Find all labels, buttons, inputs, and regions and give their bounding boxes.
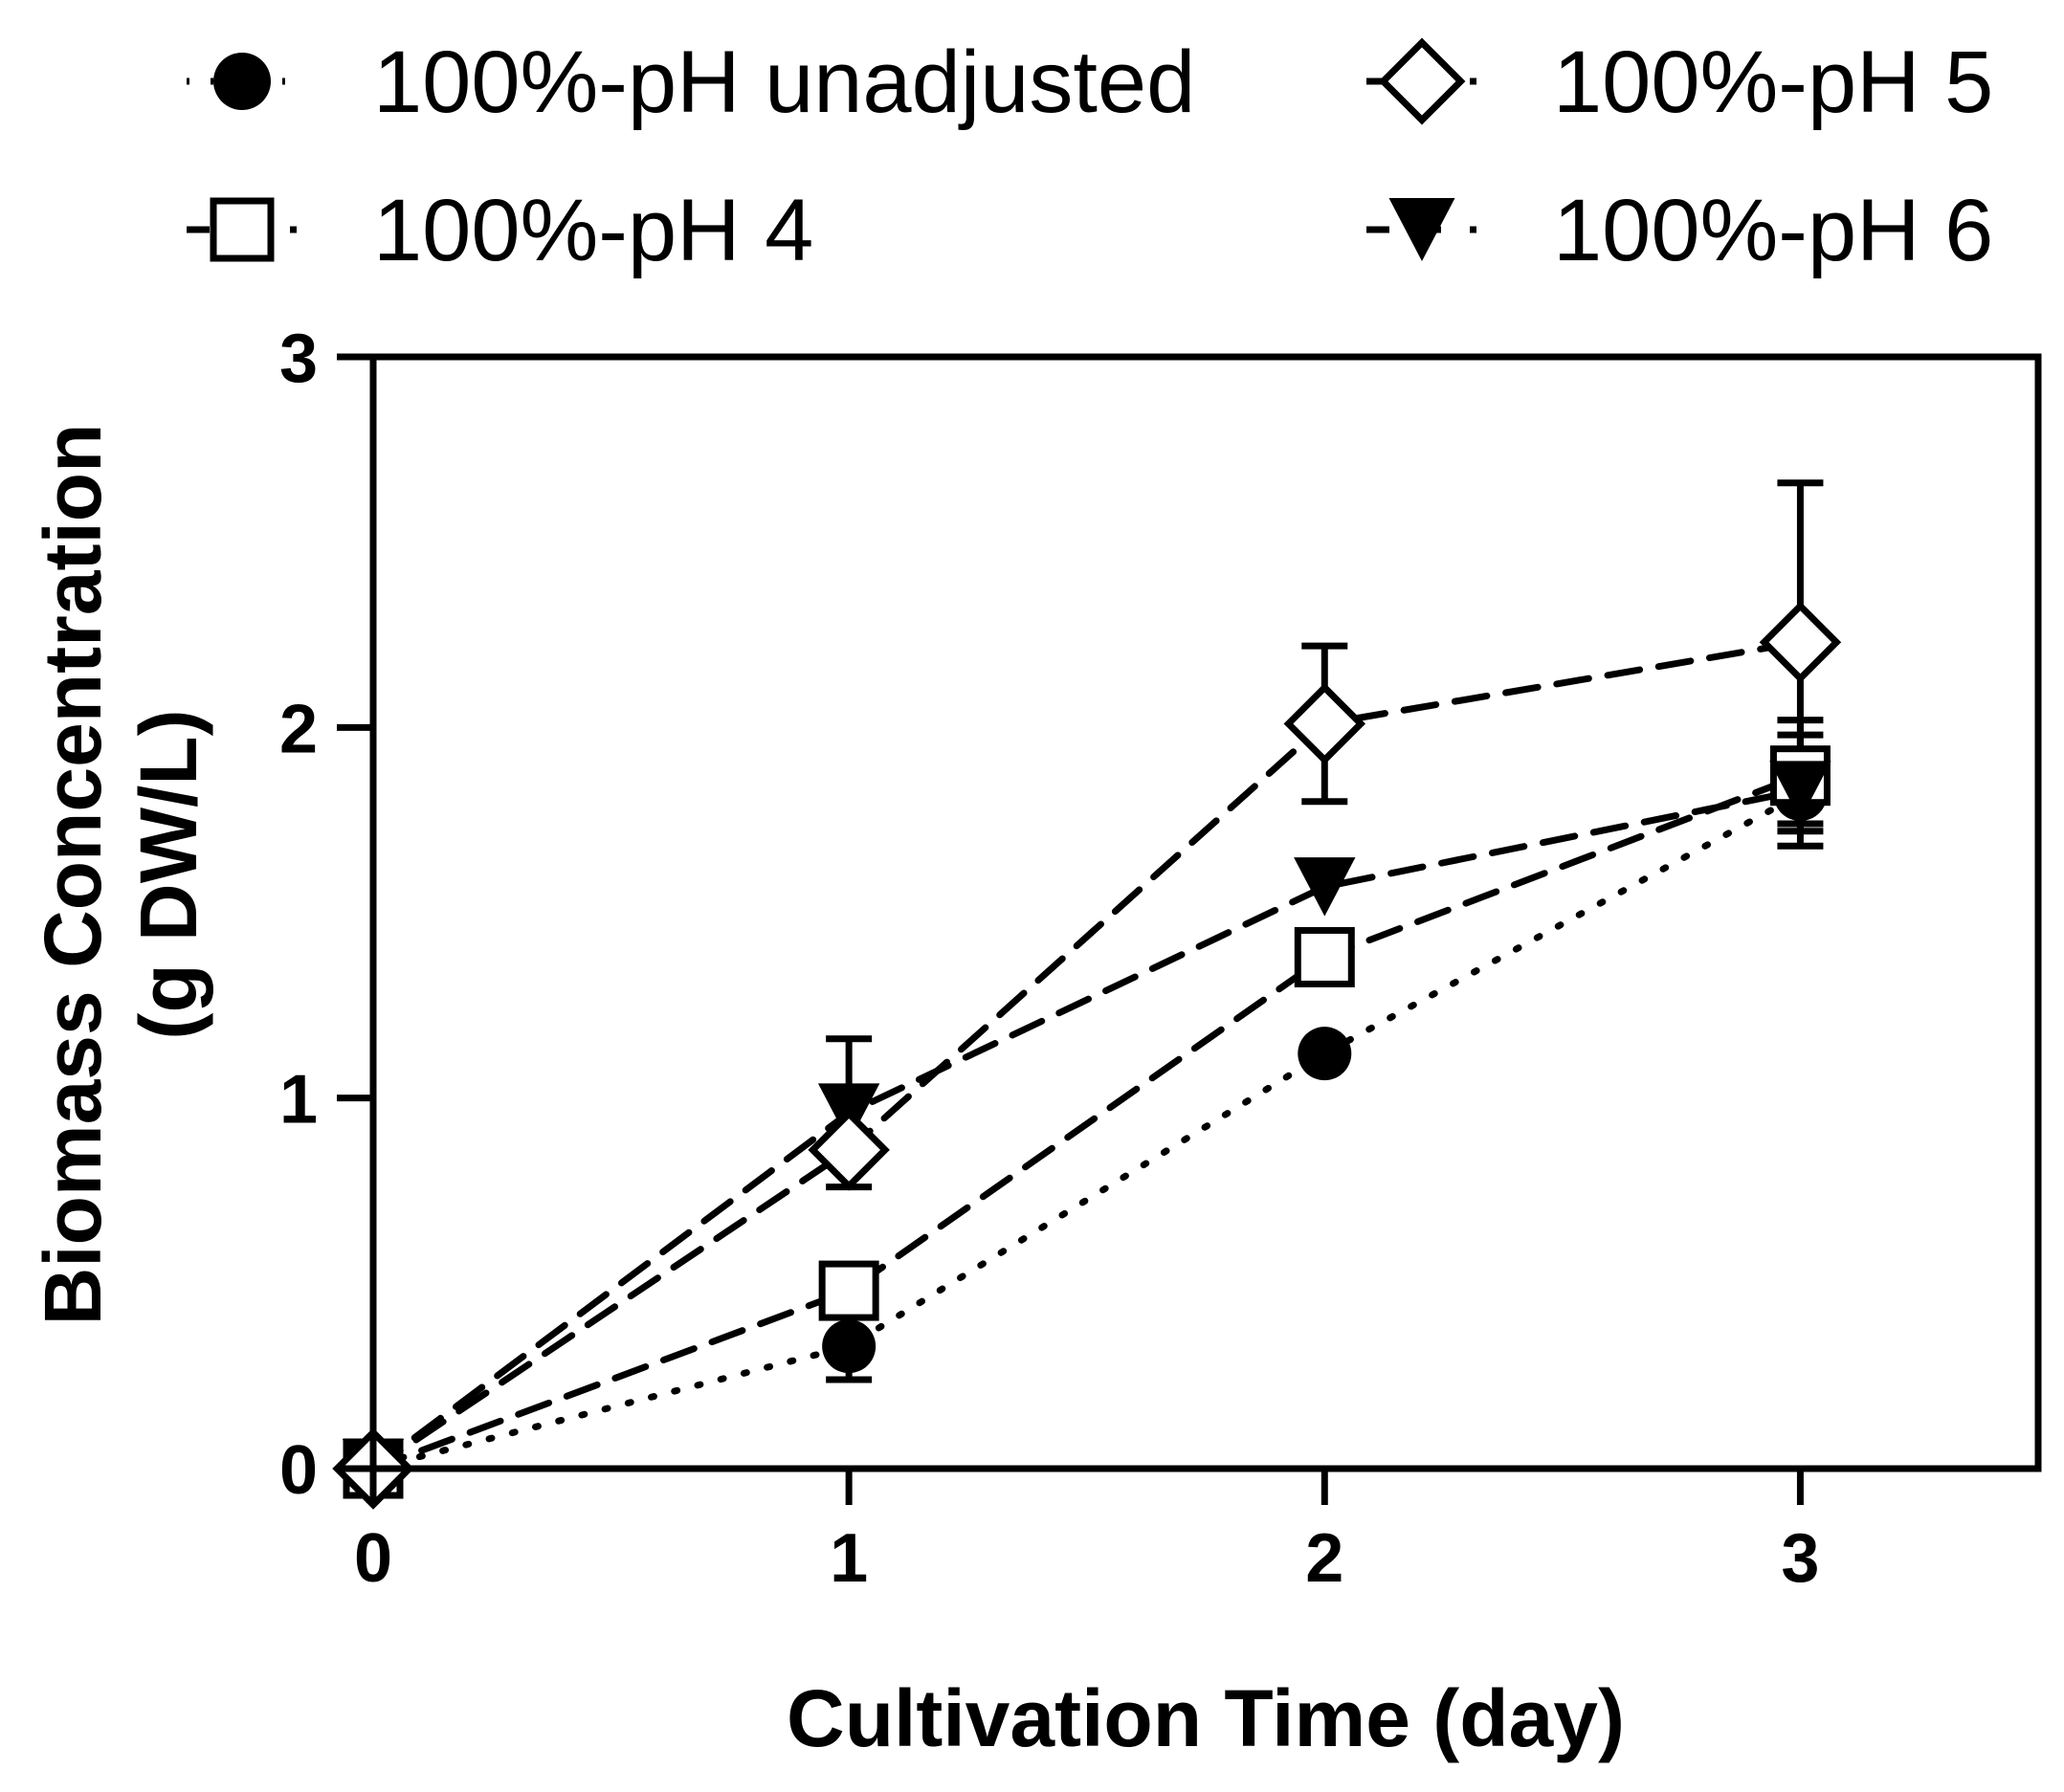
y-tick-label-3: 3: [279, 321, 318, 397]
marker-3-2: [1294, 857, 1356, 917]
series-line-0: [369, 790, 1804, 1472]
marker-1-2: [1294, 926, 1355, 987]
y-tick-label-2: 2: [279, 691, 318, 767]
marker-0-2: [1298, 1027, 1352, 1081]
legend-label-1: 100%-pH 4: [373, 182, 813, 279]
y-axis-title: Biomass Concentration (g DW/L): [28, 424, 213, 1326]
y-axis-title-line-2: (g DW/L): [123, 709, 213, 1039]
x-tick-label-1: 1: [830, 1520, 868, 1597]
legend-label-3: 100%-pH 6: [1553, 182, 1993, 279]
series-lines: [369, 638, 1804, 1472]
plot-frame: [369, 353, 2042, 1472]
y-axis-ticks: 0 1 2 3: [279, 321, 373, 1509]
legend-label-2: 100%-pH 5: [1553, 33, 1993, 131]
marker-3-3: [1769, 761, 1831, 820]
legend: 100%-pH unadjusted 100%-pH 5 100%-pH 4 100%…: [187, 33, 1993, 279]
x-axis-title: Cultivation Time (day): [787, 1673, 1625, 1763]
y-axis-title-line-1: Biomass Concentration: [28, 424, 118, 1326]
data-markers: [332, 601, 1842, 1510]
x-tick-label-0: 0: [354, 1520, 392, 1597]
legend-marker-3: [1388, 198, 1455, 261]
y-tick-label-0: 0: [279, 1432, 318, 1509]
marker-0-1: [822, 1319, 877, 1374]
marker-2-1: [808, 1109, 890, 1191]
marker-2-2: [1283, 682, 1366, 765]
series-line-2: [369, 638, 1804, 1472]
legend-marker-2: [1378, 37, 1466, 125]
x-tick-label-2: 2: [1305, 1520, 1343, 1597]
series-line-1: [369, 772, 1804, 1472]
marker-1-1: [818, 1260, 879, 1321]
x-axis-ticks: 0 1 2 3: [354, 1469, 1819, 1597]
y-tick-label-1: 1: [279, 1062, 318, 1139]
marker-2-3: [1759, 601, 1842, 683]
legend-label-0: 100%-pH unadjusted: [373, 33, 1195, 131]
x-tick-label-3: 3: [1781, 1520, 1819, 1597]
legend-marker-0: [213, 53, 271, 110]
series-line-3: [369, 786, 1804, 1472]
legend-marker-1: [210, 197, 275, 262]
